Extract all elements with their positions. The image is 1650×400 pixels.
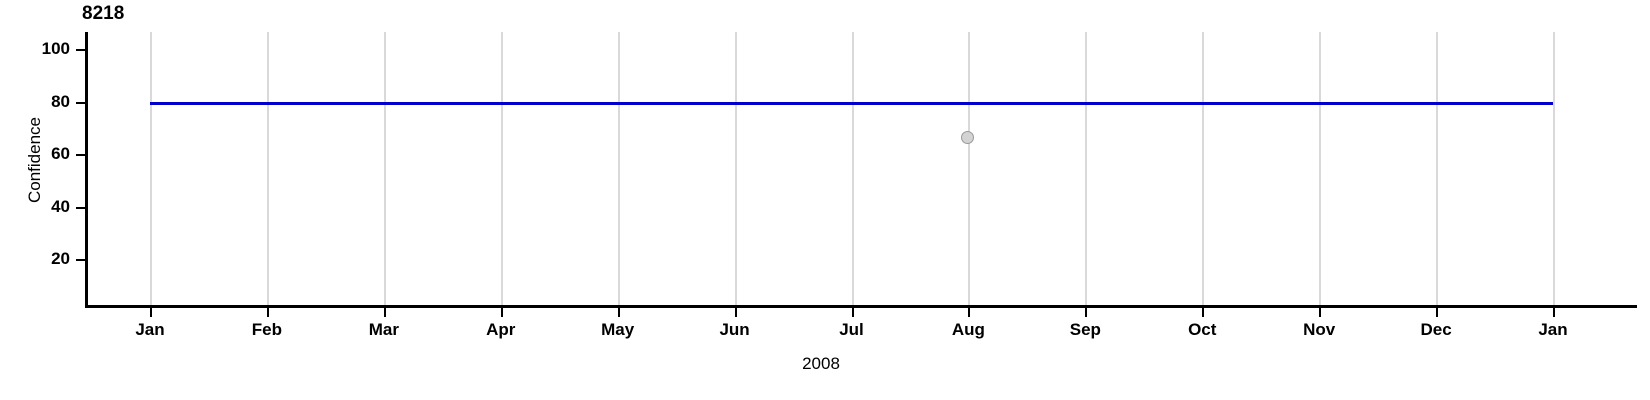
x-tick-label-may-4: May: [601, 320, 635, 339]
gridline-apr-3: [500, 32, 503, 305]
data-point-aug[interactable]: [961, 131, 975, 145]
gridline-jul-6: [851, 32, 854, 305]
x-tick-label-sep-8: Sep: [1069, 320, 1101, 339]
gridline-may-4: [617, 32, 620, 305]
y-tick-label-wrap-40: 40: [8, 198, 70, 215]
x-axis-title-text: 2008: [802, 354, 840, 373]
x-tick-jan-12: [1553, 308, 1555, 317]
gridline-jan-12: [1553, 32, 1555, 305]
x-tick-label-feb-1: Feb: [251, 320, 283, 339]
gridline-mar-2: [383, 32, 386, 305]
y-tick-label-wrap-100: 100: [8, 40, 70, 57]
x-tick-label-apr-3: Apr: [486, 320, 516, 339]
plot-area: [88, 32, 1637, 305]
x-tick-dec-11: [1436, 308, 1439, 317]
chart-title: 8218: [82, 3, 125, 24]
x-axis-line: [85, 305, 1637, 308]
y-tick-label-wrap-60: 60: [8, 145, 70, 162]
x-axis-title: 2008: [0, 354, 1650, 374]
x-tick-label-nov-10: Nov: [1303, 320, 1336, 339]
gridline-jun-5: [734, 32, 737, 305]
x-tick-aug-7: [968, 308, 971, 317]
x-tick-jan-0: [150, 308, 152, 317]
x-tick-mar-2: [383, 308, 386, 317]
x-tick-may-4: [617, 308, 620, 317]
y-tick-label-20: 20: [51, 249, 70, 268]
y-tick-label-wrap-80: 80: [8, 93, 70, 110]
y-tick-label-100: 100: [41, 39, 70, 58]
x-tick-oct-9: [1202, 308, 1205, 317]
x-tick-nov-10: [1319, 308, 1322, 317]
y-tick-60: [76, 154, 85, 156]
y-tick-20: [76, 259, 85, 261]
gridline-jan-0: [150, 32, 152, 305]
gridline-sep-8: [1085, 32, 1088, 305]
x-tick-jul-6: [851, 308, 854, 317]
y-tick-label-wrap-20: 20: [8, 250, 70, 267]
x-tick-jun-5: [734, 308, 737, 317]
x-tick-label-dec-11: Dec: [1420, 320, 1452, 339]
gridline-nov-10: [1319, 32, 1322, 305]
gridline-aug-7: [968, 32, 971, 305]
gridline-oct-9: [1202, 32, 1205, 305]
x-tick-label-oct-9: Oct: [1188, 320, 1217, 339]
y-tick-40: [76, 206, 85, 209]
x-tick-apr-3: [500, 308, 503, 317]
y-tick-80: [76, 101, 85, 104]
x-tick-label-mar-2: Mar: [368, 320, 399, 339]
x-tick-label-aug-7: Aug: [951, 320, 985, 339]
y-tick-label-40: 40: [51, 196, 70, 216]
gridline-feb-1: [266, 32, 269, 305]
y-axis-line: [85, 32, 88, 308]
y-tick-label-60: 60: [51, 144, 70, 163]
x-tick-label-jan-12: Jan: [1538, 320, 1568, 339]
gridline-dec-11: [1436, 32, 1439, 305]
y-tick-label-80: 80: [51, 91, 70, 111]
x-tick-sep-8: [1085, 308, 1088, 317]
y-tick-100: [76, 49, 85, 51]
threshold-line: [150, 101, 1553, 105]
x-tick-label-jun-5: Jun: [719, 320, 750, 339]
x-tick-label-jan-0: Jan: [135, 320, 165, 339]
x-tick-feb-1: [266, 308, 269, 317]
x-tick-label-jul-6: Jul: [839, 320, 864, 339]
